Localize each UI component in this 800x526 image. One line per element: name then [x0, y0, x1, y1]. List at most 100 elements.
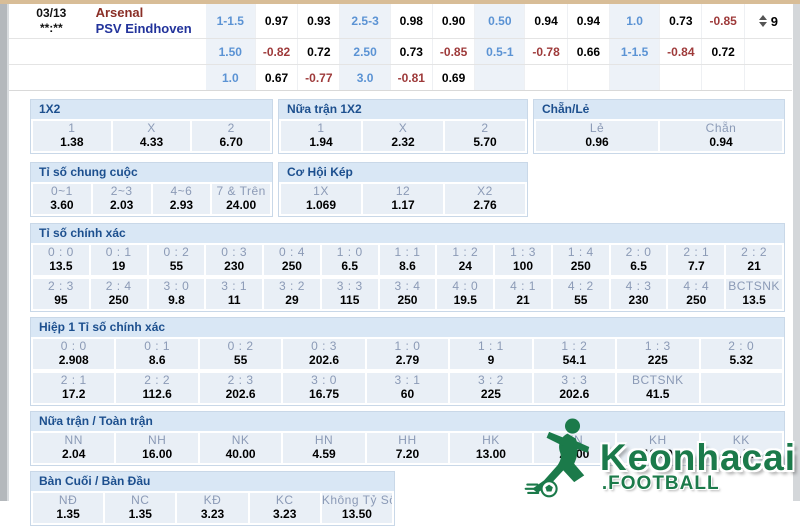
odds-cell[interactable]: 1 1.38 [33, 121, 111, 151]
odds-value[interactable]: 0.94 [525, 4, 568, 38]
odds-cell[interactable]: 3 : 2 225 [450, 373, 532, 403]
odds-cell[interactable]: 2~3 2.03 [92, 184, 151, 214]
odds-cell[interactable]: 7 & Trên 24.00 [212, 184, 270, 214]
odds-cell[interactable]: 1 1.94 [281, 121, 361, 151]
odds-cell[interactable]: Lẻ 0.96 [536, 121, 658, 151]
odds-cell[interactable]: KC 3.23 [249, 493, 320, 523]
odds-cell[interactable]: 12 1.17 [363, 184, 443, 214]
odds-cell[interactable]: 0 : 2 55 [148, 245, 205, 275]
odds-cell[interactable]: 3 : 1 11 [206, 279, 263, 309]
odds-cell[interactable]: NK 40.00 [199, 433, 282, 463]
odds-cell[interactable]: NĐ 1.35 [33, 493, 104, 523]
odds-cell[interactable]: 2 : 2 112.6 [116, 373, 198, 403]
odds-value[interactable]: 0.69 [433, 65, 476, 90]
handicap-value[interactable]: 0.50 [475, 4, 526, 38]
odds-cell[interactable]: 2 6.70 [192, 121, 271, 151]
odds-cell[interactable]: X 4.33 [112, 121, 191, 151]
odds-cell[interactable]: 1 : 4 250 [552, 245, 609, 275]
odds-cell[interactable]: 0 : 1 8.6 [116, 339, 198, 369]
odds-cell[interactable]: X2 2.76 [445, 184, 525, 214]
odds-value[interactable]: 0.73 [391, 39, 433, 64]
odds-cell[interactable]: 1 : 1 8.6 [379, 245, 436, 275]
odds-value[interactable]: 0.72 [298, 39, 341, 64]
odds-cell[interactable]: BCTSNK 41.5 [617, 373, 699, 403]
odds-value[interactable]: -0.85 [433, 39, 476, 64]
sort-arrows-icon[interactable] [758, 15, 767, 27]
odds-value[interactable]: 0.93 [298, 4, 341, 38]
odds-cell[interactable]: 4~6 2.93 [152, 184, 211, 214]
odds-cell[interactable]: 2 : 1 17.2 [33, 373, 115, 403]
odds-cell[interactable]: Không Tỷ Số 13.50 [321, 493, 393, 523]
odds-cell[interactable]: 2 : 0 6.5 [610, 245, 667, 275]
odds-value[interactable]: 0.73 [660, 4, 703, 38]
handicap-value[interactable]: 1-1.5 [610, 39, 661, 64]
odds-cell[interactable]: 3 : 0 16.75 [283, 373, 365, 403]
odds-value[interactable]: -0.84 [660, 39, 703, 64]
odds-cell[interactable]: 4 : 0 19.5 [437, 279, 494, 309]
odds-cell[interactable]: 2 : 3 95 [33, 279, 89, 309]
odds-cell[interactable]: 2 : 2 21 [726, 245, 782, 275]
odds-cell[interactable]: 1 : 2 54.1 [533, 339, 616, 369]
odds-value[interactable]: -0.78 [525, 39, 568, 64]
handicap-value[interactable]: 1-1.5 [205, 4, 256, 38]
odds-cell[interactable]: 4 : 3 230 [610, 279, 667, 309]
odds-cell[interactable]: 0 : 0 2.908 [33, 339, 115, 369]
odds-cell[interactable]: NH 16.00 [116, 433, 198, 463]
odds-cell[interactable]: 3 : 1 60 [366, 373, 449, 403]
handicap-value[interactable]: 1.0 [205, 65, 256, 90]
handicap-value[interactable]: 1.0 [610, 4, 661, 38]
odds-cell[interactable]: 1 : 3 100 [495, 245, 551, 275]
odds-cell[interactable]: 2 5.70 [445, 121, 525, 151]
odds-cell[interactable]: HK 13.00 [450, 433, 532, 463]
odds-cell[interactable]: 3 : 3 115 [321, 279, 378, 309]
odds-cell[interactable]: X 2.32 [363, 121, 443, 151]
odds-cell[interactable]: 0 : 4 250 [264, 245, 320, 275]
odds-cell[interactable]: 0~1 3.60 [33, 184, 91, 214]
home-team-name[interactable]: Arsenal [95, 5, 144, 20]
odds-value[interactable]: 0.67 [256, 65, 299, 90]
odds-cell[interactable]: 4 : 1 21 [495, 279, 551, 309]
odds-cell[interactable]: 3 : 3 202.6 [533, 373, 616, 403]
odds-cell[interactable]: KH 19.00 [617, 433, 699, 463]
odds-cell[interactable]: 0 : 1 19 [90, 245, 147, 275]
away-team-name[interactable]: PSV Eindhoven [95, 21, 192, 36]
odds-cell[interactable]: Chẵn 0.94 [660, 121, 782, 151]
odds-cell[interactable]: 0 : 3 230 [206, 245, 263, 275]
odds-value[interactable]: 0.72 [702, 39, 745, 64]
odds-cell[interactable]: 1 : 3 225 [617, 339, 699, 369]
odds-cell[interactable]: 1 : 2 24 [437, 245, 494, 275]
odds-cell[interactable]: HH 7.20 [366, 433, 449, 463]
odds-value[interactable]: -0.82 [256, 39, 299, 64]
odds-cell[interactable]: 0 : 0 13.5 [33, 245, 89, 275]
odds-value[interactable]: 0.66 [568, 39, 611, 64]
odds-value[interactable]: -0.77 [298, 65, 341, 90]
handicap-value[interactable]: 3.0 [340, 65, 391, 90]
handicap-value[interactable]: 2.50 [340, 39, 391, 64]
odds-cell[interactable]: KK 12.50 [700, 433, 782, 463]
odds-cell[interactable]: 0 : 3 202.6 [283, 339, 365, 369]
odds-value[interactable]: -0.81 [391, 65, 433, 90]
odds-cell[interactable]: NN 2.04 [33, 433, 115, 463]
odds-cell[interactable]: 2 : 4 250 [90, 279, 147, 309]
handicap-value[interactable]: 1.50 [205, 39, 256, 64]
odds-cell[interactable]: 2 : 1 7.7 [668, 245, 725, 275]
odds-cell[interactable]: BCTSNK 13.5 [726, 279, 782, 309]
odds-cell[interactable]: 3 : 2 29 [264, 279, 320, 309]
odds-cell[interactable]: 4 : 2 55 [552, 279, 609, 309]
odds-value[interactable]: 0.98 [391, 4, 433, 38]
odds-cell[interactable]: NC 1.35 [105, 493, 176, 523]
odds-cell[interactable]: 2 : 3 202.6 [199, 373, 282, 403]
odds-cell[interactable]: 3 : 4 250 [379, 279, 436, 309]
odds-cell[interactable]: 1X 1.069 [281, 184, 361, 214]
odds-cell[interactable]: 3 : 0 9.8 [148, 279, 205, 309]
odds-cell[interactable]: 1 : 0 2.79 [366, 339, 449, 369]
odds-cell[interactable]: 0 : 2 55 [199, 339, 282, 369]
handicap-value[interactable]: 0.5-1 [475, 39, 526, 64]
odds-value[interactable]: 0.90 [433, 4, 476, 38]
odds-cell[interactable]: HN 4.59 [283, 433, 365, 463]
odds-value[interactable]: -0.85 [702, 4, 745, 38]
odds-cell[interactable]: 4 : 4 250 [668, 279, 725, 309]
handicap-value[interactable]: 2.5-3 [340, 4, 391, 38]
odds-value[interactable]: 0.97 [256, 4, 299, 38]
